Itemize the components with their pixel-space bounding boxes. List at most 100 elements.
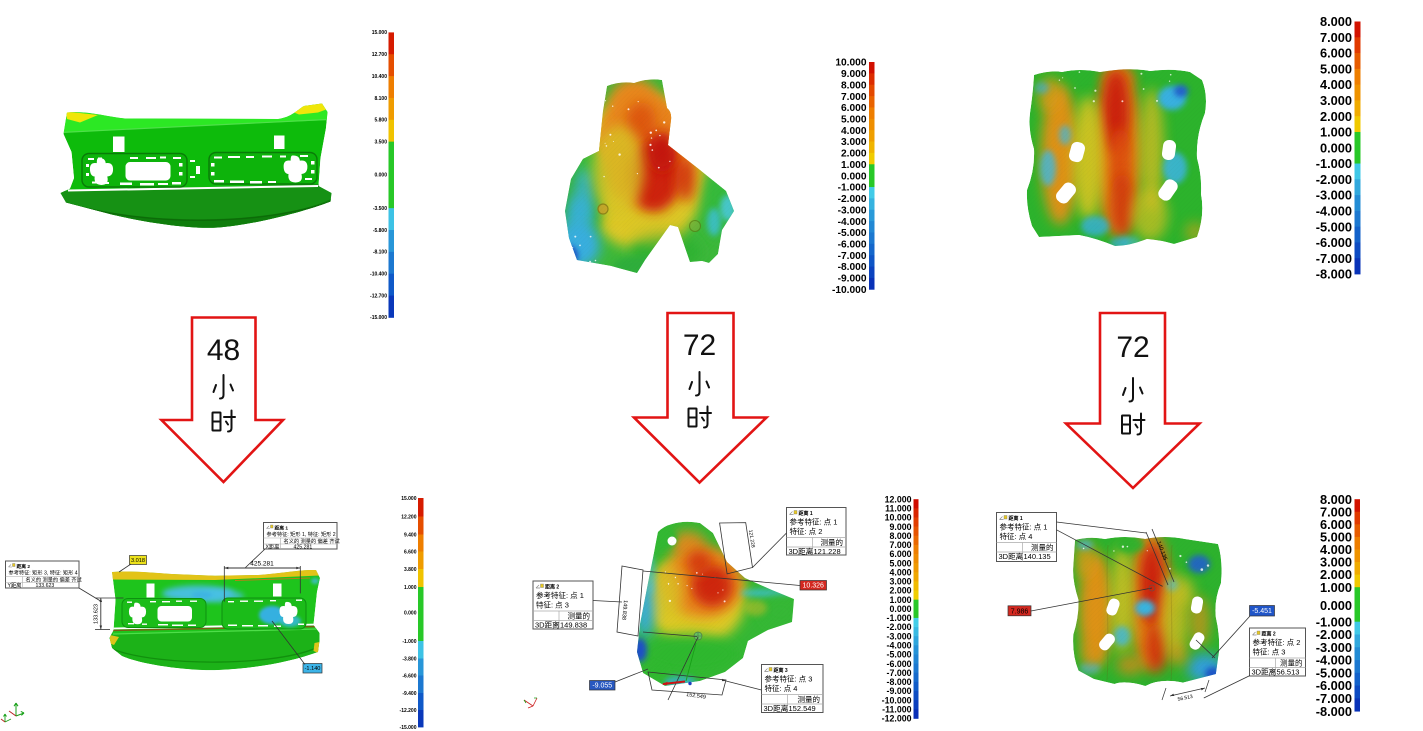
- svg-text:-8.100: -8.100: [373, 250, 387, 256]
- svg-text:特征: 点 2: 特征: 点 2: [790, 526, 823, 536]
- svg-text:-1.000: -1.000: [1316, 156, 1352, 171]
- svg-text:-4.000: -4.000: [887, 641, 912, 651]
- svg-text:参考特征: 点 3: 参考特征: 点 3: [765, 674, 813, 684]
- svg-text:121.228: 121.228: [747, 529, 756, 548]
- svg-text:3D距离: 3D距离: [1252, 667, 1277, 677]
- svg-text:-6.000: -6.000: [887, 659, 912, 669]
- svg-text:-1.000: -1.000: [402, 639, 416, 645]
- svg-text:距离 3: 距离 3: [774, 667, 788, 674]
- svg-text:名义的 测量的 偏差 齐试: 名义的 测量的 偏差 齐试: [284, 537, 341, 545]
- svg-text:2.000: 2.000: [841, 149, 867, 160]
- svg-text:参考特征: 点 1: 参考特征: 点 1: [1000, 522, 1048, 532]
- svg-text:-2.000: -2.000: [1316, 172, 1352, 187]
- svg-text:0.000: 0.000: [841, 171, 867, 182]
- svg-text:1.000: 1.000: [1320, 125, 1352, 140]
- svg-text:6.000: 6.000: [1320, 46, 1352, 61]
- svg-text:-9.000: -9.000: [838, 274, 867, 285]
- svg-text:-3.800: -3.800: [402, 656, 416, 662]
- svg-text:15.000: 15.000: [401, 496, 417, 502]
- svg-text:4.000: 4.000: [841, 126, 867, 137]
- svg-text:3D距离: 3D距离: [789, 546, 814, 556]
- svg-text:72: 72: [683, 329, 716, 362]
- svg-text:-7.000: -7.000: [838, 251, 867, 262]
- svg-text:-15.000: -15.000: [400, 725, 417, 731]
- svg-text:测量的: 测量的: [798, 694, 821, 704]
- svg-text:3D距离: 3D距离: [999, 551, 1024, 561]
- svg-text:152.549: 152.549: [789, 704, 816, 713]
- svg-text:3.000: 3.000: [1320, 555, 1352, 570]
- svg-text:10.000: 10.000: [835, 58, 866, 69]
- svg-text:-2.000: -2.000: [838, 194, 867, 205]
- svg-text:-3.000: -3.000: [838, 205, 867, 216]
- svg-text:7.000: 7.000: [1320, 504, 1352, 519]
- svg-text:-1.000: -1.000: [838, 183, 867, 194]
- svg-text:名义的 测量的 偏差 齐试: 名义的 测量的 偏差 齐试: [26, 576, 83, 584]
- svg-text:距离 1: 距离 1: [799, 510, 813, 517]
- svg-text:2.000: 2.000: [1320, 109, 1352, 124]
- svg-text:2.000: 2.000: [889, 586, 911, 596]
- svg-text:425.281: 425.281: [294, 545, 313, 551]
- svg-text:-7.000: -7.000: [1316, 251, 1352, 266]
- svg-text:149.838: 149.838: [560, 621, 587, 630]
- svg-text:9.400: 9.400: [404, 532, 417, 538]
- svg-text:12.700: 12.700: [372, 52, 388, 58]
- svg-text:10.326: 10.326: [803, 583, 825, 590]
- svg-text:8.100: 8.100: [374, 96, 387, 102]
- svg-text:-5.000: -5.000: [887, 650, 912, 660]
- svg-text:1.000: 1.000: [841, 160, 867, 171]
- svg-text:-8.000: -8.000: [838, 262, 867, 273]
- svg-text:参考特征: 点 2: 参考特征: 点 2: [1253, 637, 1301, 647]
- svg-text:-12.700: -12.700: [370, 293, 387, 299]
- svg-text:9.000: 9.000: [841, 69, 867, 80]
- svg-text:-3.000: -3.000: [1316, 640, 1352, 655]
- svg-text:-1.000: -1.000: [1316, 614, 1352, 629]
- svg-text:8.000: 8.000: [889, 531, 911, 541]
- svg-text:-5.451: -5.451: [1252, 608, 1272, 615]
- svg-text:133.623: 133.623: [36, 583, 55, 589]
- svg-text:1.000: 1.000: [1320, 580, 1352, 595]
- svg-text:-10.400: -10.400: [370, 272, 387, 278]
- svg-text:0.000: 0.000: [1320, 598, 1352, 613]
- svg-text:48: 48: [207, 334, 240, 367]
- svg-text:Y距离: Y距离: [8, 581, 22, 589]
- svg-text:-1.140: -1.140: [305, 666, 321, 672]
- svg-text:-15.000: -15.000: [370, 315, 387, 321]
- svg-text:7.000: 7.000: [889, 540, 911, 550]
- svg-text:72: 72: [1116, 331, 1149, 364]
- svg-text:距离 1: 距离 1: [275, 525, 289, 532]
- svg-text:6.000: 6.000: [889, 549, 911, 559]
- svg-text:测量的: 测量的: [1280, 658, 1303, 668]
- svg-text:9.000: 9.000: [889, 522, 911, 532]
- svg-text:0.000: 0.000: [1320, 140, 1352, 155]
- svg-text:2.000: 2.000: [1320, 567, 1352, 582]
- svg-text:-8.000: -8.000: [1316, 267, 1352, 282]
- svg-text:152.549: 152.549: [686, 692, 707, 701]
- svg-text:测量的: 测量的: [568, 611, 591, 621]
- svg-text:3.500: 3.500: [374, 139, 387, 145]
- svg-text:-2.000: -2.000: [887, 622, 912, 632]
- svg-text:6.000: 6.000: [841, 103, 867, 114]
- svg-text:7.000: 7.000: [841, 92, 867, 103]
- svg-text:-6.000: -6.000: [838, 240, 867, 251]
- svg-text:56.513: 56.513: [1277, 668, 1300, 677]
- svg-text:测量的: 测量的: [821, 537, 844, 547]
- svg-text:特征: 点 3: 特征: 点 3: [1253, 647, 1286, 657]
- svg-text:56.513: 56.513: [1177, 694, 1193, 703]
- svg-text:特征: 点 4: 特征: 点 4: [1000, 531, 1033, 541]
- svg-text:特征: 点 3: 特征: 点 3: [536, 600, 569, 610]
- svg-text:3.000: 3.000: [889, 577, 911, 587]
- svg-text:11.000: 11.000: [885, 504, 912, 514]
- svg-text:-5.800: -5.800: [373, 228, 387, 234]
- svg-text:参考特征: 矩形 3, 特征: 矩形 4: 参考特征: 矩形 3, 特征: 矩形 4: [9, 569, 78, 577]
- svg-text:3.000: 3.000: [841, 137, 867, 148]
- svg-text:3.018: 3.018: [131, 558, 145, 564]
- svg-text:140.135: 140.135: [1024, 552, 1051, 561]
- svg-text:-3.000: -3.000: [887, 631, 912, 641]
- svg-text:5.000: 5.000: [1320, 61, 1352, 76]
- svg-text:5.000: 5.000: [841, 115, 867, 126]
- svg-text:-8.000: -8.000: [887, 677, 912, 687]
- svg-text:X距离: X距离: [266, 543, 280, 551]
- svg-text:距离 2: 距离 2: [1262, 631, 1276, 638]
- svg-text:-4.000: -4.000: [838, 217, 867, 228]
- svg-text:-2.000: -2.000: [1316, 627, 1352, 642]
